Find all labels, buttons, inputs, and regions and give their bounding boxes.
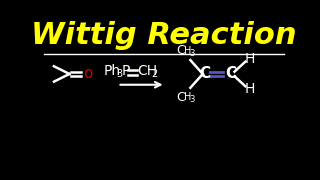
Text: o: o <box>84 66 93 82</box>
Text: C: C <box>177 44 185 57</box>
Text: 3: 3 <box>189 49 195 58</box>
Text: C: C <box>225 66 236 82</box>
Text: CH: CH <box>138 64 158 78</box>
Text: Wittig Reaction: Wittig Reaction <box>31 21 297 50</box>
Text: 3: 3 <box>189 95 195 104</box>
Text: H: H <box>184 46 191 56</box>
Text: Ph: Ph <box>104 64 121 78</box>
Text: P: P <box>121 64 130 78</box>
Text: 3: 3 <box>117 69 123 79</box>
Text: 2: 2 <box>151 69 157 79</box>
Text: H: H <box>184 92 191 102</box>
Text: H: H <box>245 82 255 96</box>
Text: H: H <box>245 51 255 66</box>
Text: C: C <box>177 91 185 104</box>
Text: C: C <box>199 66 211 82</box>
